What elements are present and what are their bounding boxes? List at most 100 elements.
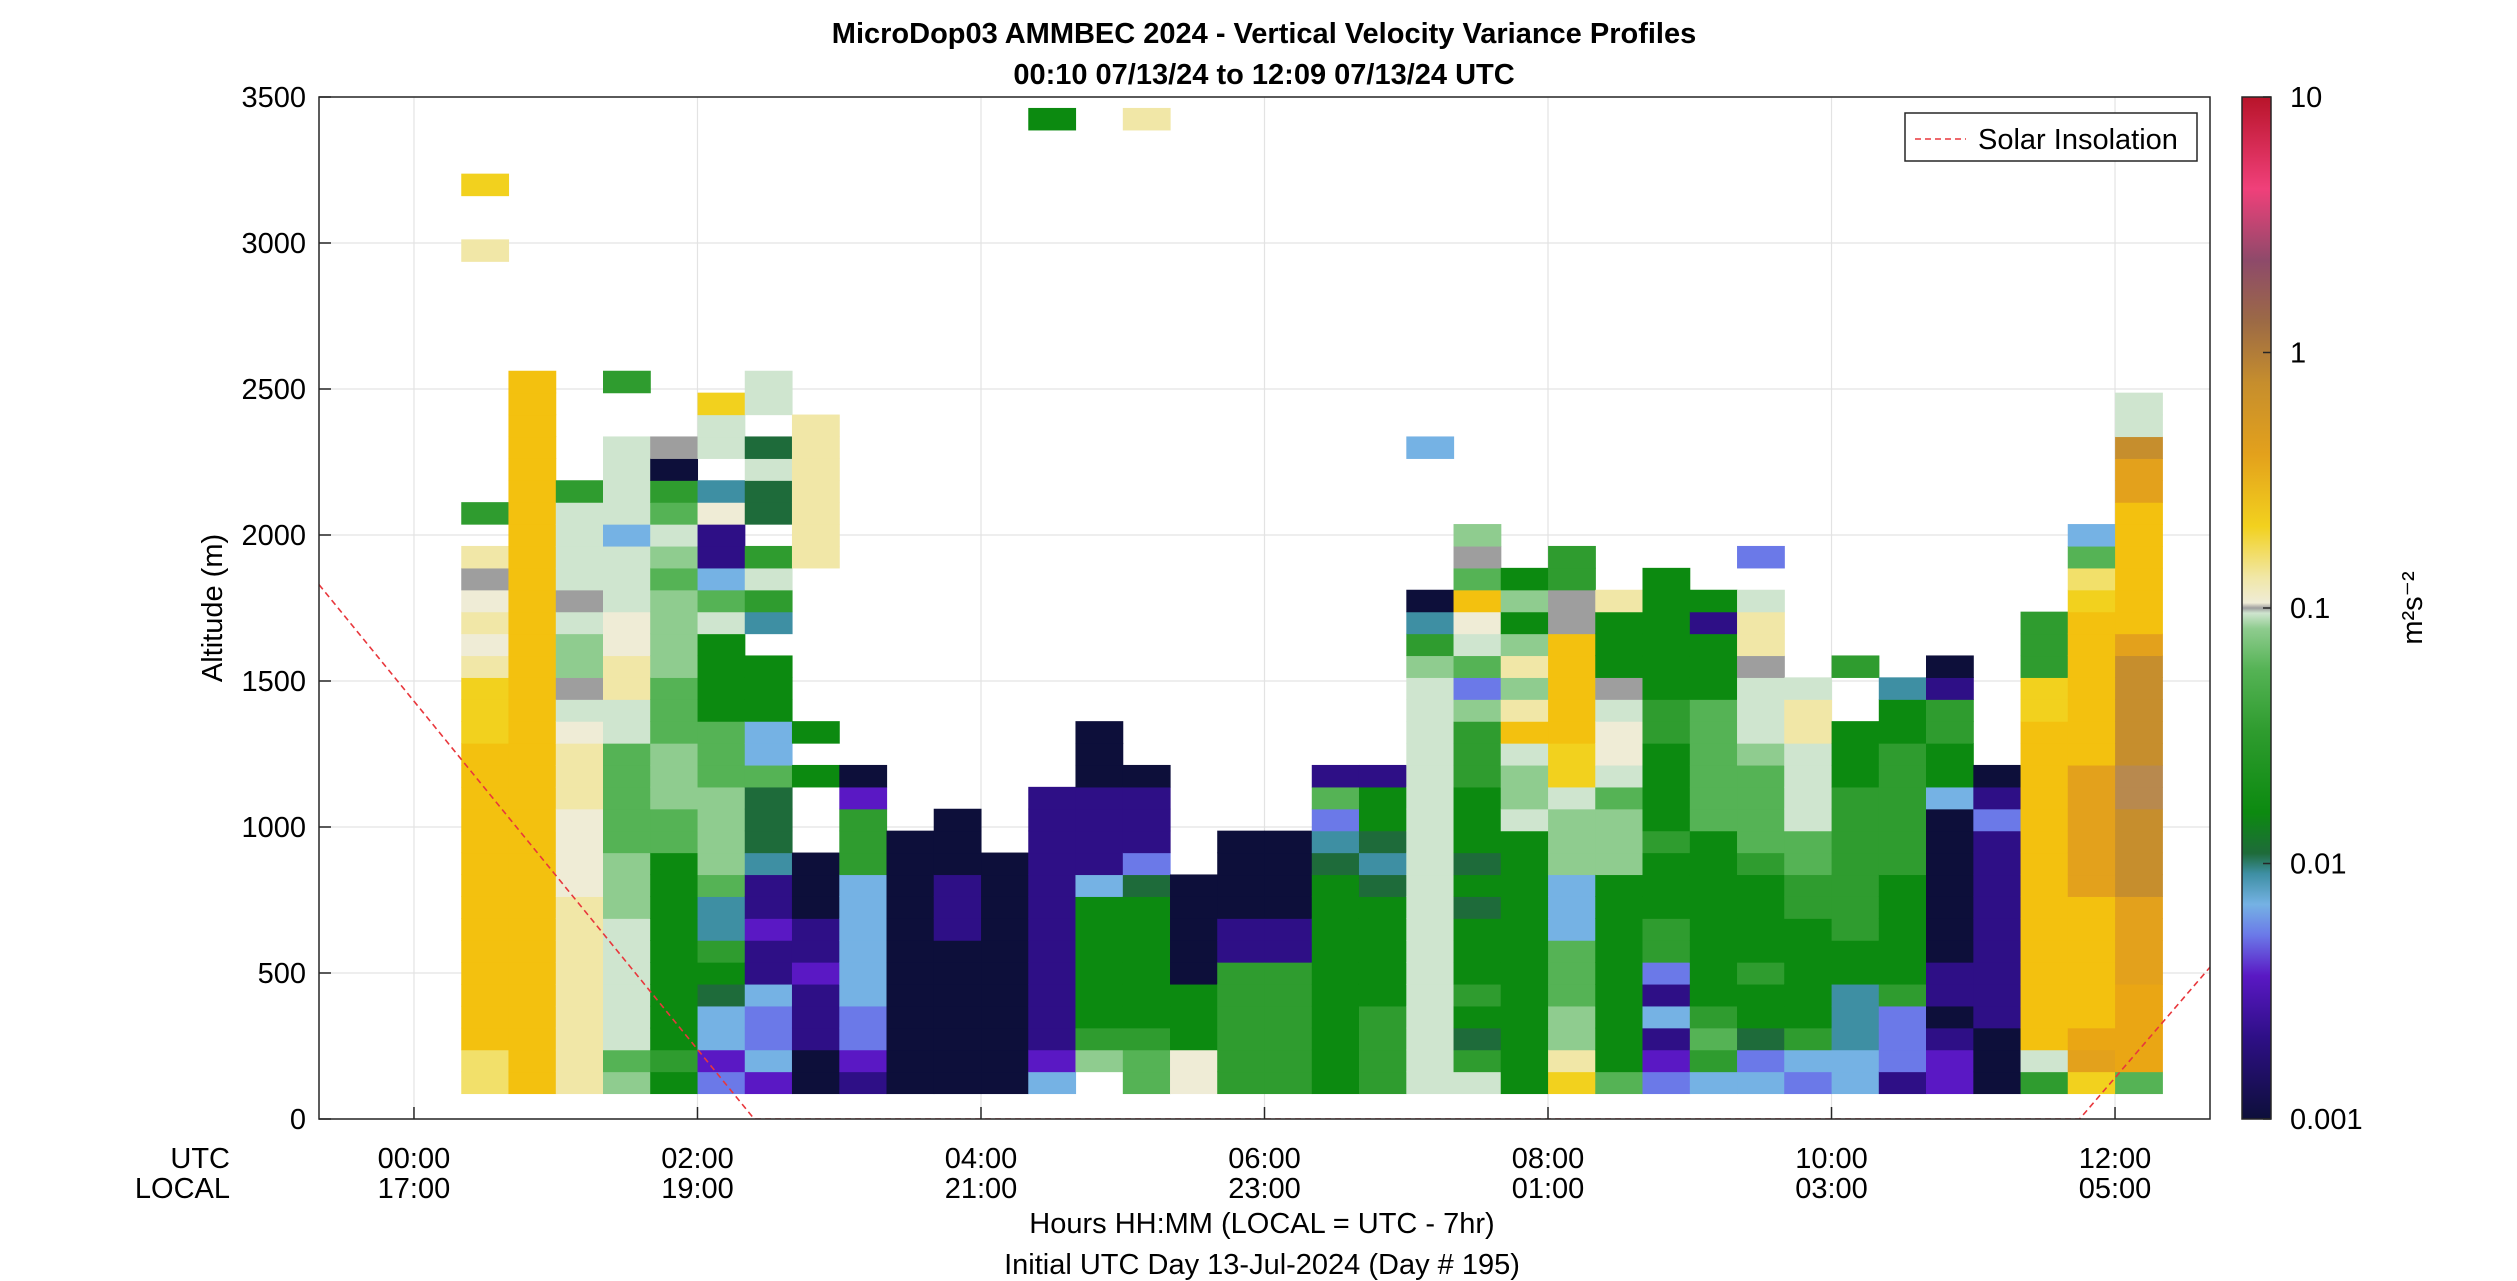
heatmap-cell (603, 721, 651, 744)
heatmap-cell (697, 743, 746, 766)
heatmap-cell (791, 962, 840, 985)
heatmap-cell (508, 677, 557, 700)
heatmap-cell (1028, 1049, 1077, 1073)
x-tick-label-local: 23:00 (1228, 1173, 1301, 1205)
heatmap-cell (603, 764, 651, 788)
heatmap-cell (1122, 107, 1171, 131)
heatmap-cell (1878, 721, 1927, 744)
heatmap-cell (461, 983, 510, 1007)
heatmap-cell (461, 589, 510, 613)
heatmap-cell (1453, 633, 1502, 657)
heatmap-cell (1264, 940, 1313, 963)
heatmap-cell (1548, 852, 1596, 876)
heatmap-cell (839, 764, 888, 788)
heatmap-cell (697, 699, 746, 722)
heatmap-cell (1500, 721, 1549, 744)
heatmap-cell (1642, 852, 1691, 876)
heatmap-cell (1122, 786, 1171, 810)
heatmap-cell (1595, 962, 1644, 985)
heatmap-cell (1926, 940, 1974, 963)
heatmap-cell (1406, 808, 1455, 832)
heatmap-cell (603, 567, 651, 591)
heatmap-cell (1028, 852, 1077, 876)
heatmap-cell (981, 940, 1029, 963)
heatmap-cell (650, 962, 699, 985)
heatmap-cell (1217, 962, 1266, 985)
heatmap-cell (2020, 677, 2069, 700)
heatmap-cell (1878, 1049, 1927, 1073)
x-tick-label-utc: 02:00 (661, 1143, 734, 1175)
heatmap-cell (2115, 524, 2163, 547)
heatmap-cell (1689, 589, 1738, 613)
heatmap-cell (744, 830, 793, 854)
heatmap-cell (2020, 1027, 2069, 1051)
heatmap-cell (508, 874, 557, 897)
heatmap-cell (1264, 1049, 1313, 1073)
heatmap-cell (555, 808, 604, 832)
heatmap-cell (508, 458, 557, 481)
heatmap-cell (1358, 1005, 1407, 1029)
heatmap-cell (839, 852, 888, 876)
heatmap-cell (603, 1027, 651, 1051)
heatmap-cell (555, 589, 604, 613)
heatmap-cell (1926, 852, 1974, 876)
heatmap-cell (1831, 940, 1880, 963)
heatmap-cell (603, 896, 651, 919)
heatmap-cell (1926, 655, 1974, 678)
heatmap-cell (1926, 677, 1974, 700)
heatmap-cell (1973, 1027, 2022, 1051)
heatmap-cell (1737, 874, 1785, 897)
heatmap-cell (1028, 983, 1077, 1007)
heatmap-cell (1217, 874, 1266, 897)
heatmap-cell (1784, 896, 1833, 919)
heatmap-cell (1500, 983, 1549, 1007)
heatmap-cell (555, 567, 604, 591)
heatmap-cell (2020, 655, 2069, 678)
heatmap-cell (603, 1071, 651, 1095)
heatmap-cell (1642, 918, 1691, 941)
heatmap-cell (839, 1027, 888, 1051)
heatmap-cell (933, 918, 982, 941)
heatmap-cell (2115, 545, 2163, 569)
heatmap-cell (2020, 743, 2069, 766)
heatmap-cell (886, 896, 935, 919)
heatmap-cell (1217, 940, 1266, 963)
heatmap-cell (2020, 1049, 2069, 1073)
heatmap-cell (1737, 743, 1785, 766)
heatmap-cell (791, 1027, 840, 1051)
heatmap-cell (555, 545, 604, 569)
heatmap-cell (697, 764, 746, 788)
heatmap-cell (1973, 852, 2022, 876)
heatmap-cell (697, 414, 746, 438)
heatmap-cell (508, 611, 557, 635)
heatmap-cell (1973, 940, 2022, 963)
heatmap-cell (2067, 808, 2116, 832)
heatmap-cell (1831, 743, 1880, 766)
heatmap-cell (981, 1071, 1029, 1095)
heatmap-cell (1689, 940, 1738, 963)
heatmap-cell (1642, 1071, 1691, 1095)
heatmap-cell (697, 677, 746, 700)
heatmap-cell (791, 896, 840, 919)
heatmap-cell (1358, 983, 1407, 1007)
heatmap-cell (1642, 699, 1691, 722)
heatmap-cell (1548, 830, 1596, 854)
heatmap-cell (1075, 852, 1124, 876)
heatmap-cell (555, 633, 604, 657)
heatmap-cell (1406, 589, 1455, 613)
heatmap-cell (2115, 633, 2163, 657)
heatmap-cell (791, 1071, 840, 1095)
y-tick-label: 3000 (241, 228, 306, 260)
heatmap-cell (1264, 1005, 1313, 1029)
heatmap-cell (1737, 545, 1785, 569)
heatmap-cell (1453, 743, 1502, 766)
heatmap-cell (697, 567, 746, 591)
heatmap-cell (508, 633, 557, 657)
heatmap-cell (1926, 830, 1974, 854)
heatmap-cell (744, 1049, 793, 1073)
heatmap-cell (1878, 743, 1927, 766)
heatmap-cell (744, 436, 793, 459)
heatmap-cell (1406, 699, 1455, 722)
heatmap-cell (603, 524, 651, 547)
heatmap-cell (603, 983, 651, 1007)
